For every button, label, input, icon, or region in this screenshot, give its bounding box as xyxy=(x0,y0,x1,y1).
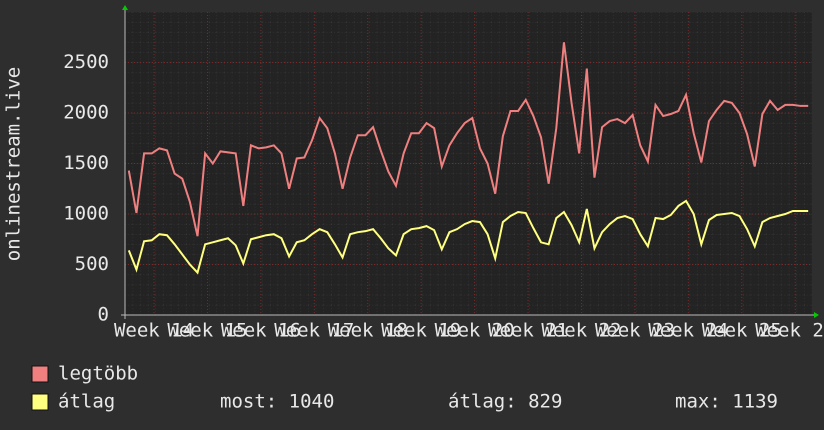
x-tick-label: Week 18 xyxy=(328,320,408,342)
series-line xyxy=(127,199,809,275)
x-tick-label: Week 22 xyxy=(541,320,621,342)
y-tick-label: 0 xyxy=(98,304,109,326)
legend-label: legtöbb xyxy=(58,363,138,385)
y-tick-label: 2500 xyxy=(63,51,109,73)
x-tick-label: Week 23 xyxy=(595,320,675,342)
x-tick-label: Week 24 xyxy=(648,320,728,342)
y-tick-label: 2000 xyxy=(63,102,109,124)
y-tick-label: 1500 xyxy=(63,152,109,174)
stat-label: átlag: 829 xyxy=(448,391,562,413)
x-tick-label: Week 16 xyxy=(221,320,301,342)
legend-swatch xyxy=(31,365,49,383)
y-tick-label: 500 xyxy=(75,253,109,275)
legend-label: átlag xyxy=(58,391,115,413)
stat-label: most: 1040 xyxy=(220,391,334,413)
series-line xyxy=(127,42,809,237)
y-tick-label: 1000 xyxy=(63,203,109,225)
x-tick-label: Week 21 xyxy=(488,320,568,342)
x-tick-label: Week 20 xyxy=(435,320,515,342)
legend-swatch xyxy=(31,393,49,411)
y-axis-arrow xyxy=(122,5,128,10)
x-tick-label: Week 14 xyxy=(114,320,194,342)
x-tick-label: Week 15 xyxy=(167,320,247,342)
x-axis-arrow xyxy=(814,312,819,318)
x-tick-label: Week 25 xyxy=(702,320,782,342)
x-tick-label: Week 19 xyxy=(381,320,461,342)
minor-grid xyxy=(125,12,812,315)
x-tick-label: Week 26 xyxy=(755,320,824,342)
stat-label: max: 1139 xyxy=(675,391,778,413)
x-tick-label: Week 17 xyxy=(274,320,354,342)
y-axis-label: onlinestream.live xyxy=(3,67,25,261)
